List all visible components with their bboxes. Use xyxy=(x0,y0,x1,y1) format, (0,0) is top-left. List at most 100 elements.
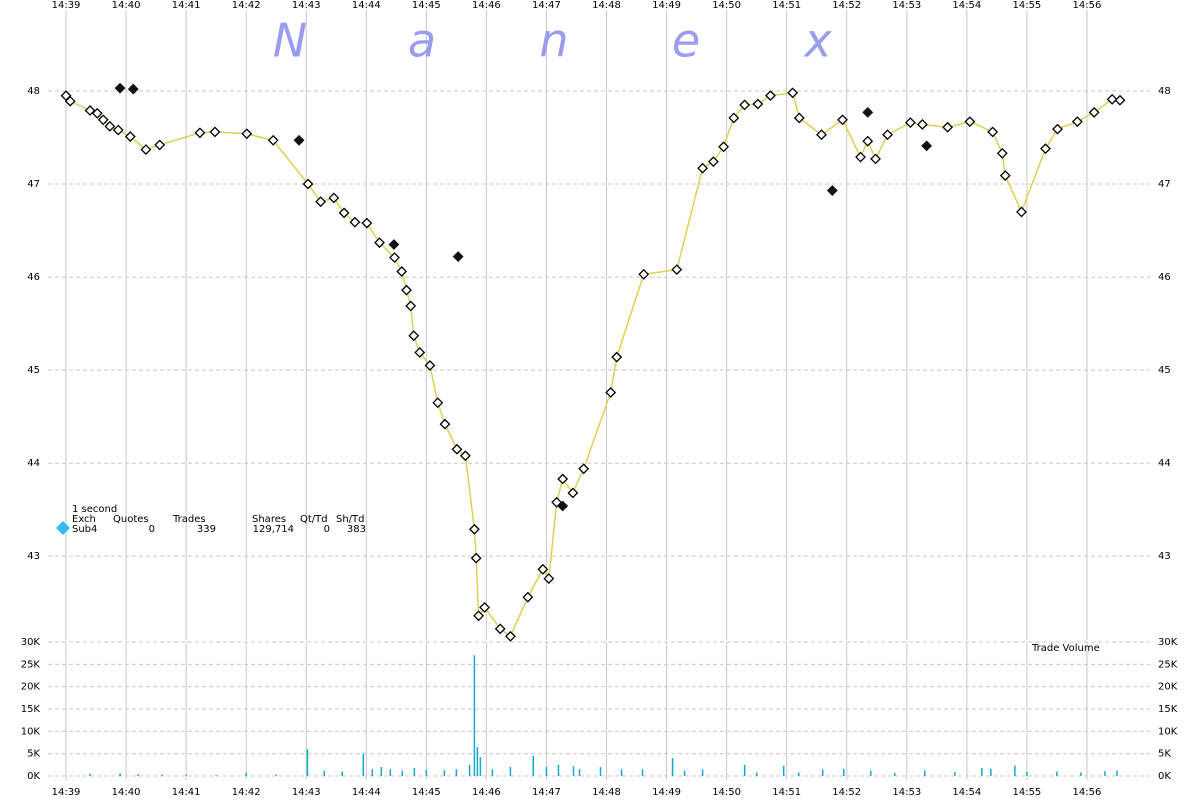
volume-bar xyxy=(275,774,277,776)
trade-marker xyxy=(1114,94,1126,106)
trade-marker xyxy=(611,351,623,363)
volume-bar xyxy=(371,769,374,776)
y-tick-label-right: 30K xyxy=(1158,637,1178,648)
trade-marker xyxy=(557,500,569,512)
volume-bar xyxy=(137,774,139,776)
x-tick-label: 14:54 xyxy=(952,787,981,798)
x-tick-label: 14:52 xyxy=(832,0,861,11)
volume-bar xyxy=(954,771,956,776)
volume-bar xyxy=(362,753,365,776)
volume-bar xyxy=(473,655,476,776)
volume-bar xyxy=(161,774,163,776)
trade-marker xyxy=(870,153,881,165)
volume-bar xyxy=(578,769,581,776)
volume-bar xyxy=(620,769,623,776)
trade-marker xyxy=(267,134,279,146)
trade-marker xyxy=(557,473,569,485)
trade-marker xyxy=(361,217,373,229)
volume-bar xyxy=(323,770,326,776)
x-tick-label: 14:53 xyxy=(892,0,921,11)
y-tick-label: 47 xyxy=(27,179,40,190)
info-value: 129,714 xyxy=(253,524,294,535)
volume-bar xyxy=(869,770,872,776)
y-tick-label-right: 44 xyxy=(1158,458,1171,469)
info-header: Trades xyxy=(172,514,206,525)
y-tick-label-right: 20K xyxy=(1158,682,1178,693)
x-tick-label: 14:50 xyxy=(712,0,741,11)
volume-bar xyxy=(476,746,479,776)
y-tick-label-right: 0K xyxy=(1158,771,1171,782)
x-tick-label: 14:55 xyxy=(1012,787,1041,798)
trade-marker xyxy=(567,487,579,499)
trade-marker xyxy=(522,591,534,603)
trade-marker xyxy=(837,114,848,126)
trade-marker xyxy=(349,216,361,228)
info-value: Sub4 xyxy=(72,524,97,535)
volume-bar xyxy=(1014,765,1016,776)
trade-marker xyxy=(787,87,799,99)
volume-bar xyxy=(341,771,344,776)
trade-marker xyxy=(388,239,400,250)
watermark-letter: N xyxy=(273,14,307,68)
volume-bar xyxy=(990,768,992,776)
x-tick-label: 14:46 xyxy=(472,0,501,11)
trade-marker xyxy=(964,116,976,128)
trade-marker xyxy=(697,162,709,174)
trade-marker xyxy=(1052,123,1063,135)
trade-marker xyxy=(999,170,1011,182)
info-value: 0 xyxy=(149,524,155,535)
volume-bar xyxy=(491,769,494,776)
volume-bar xyxy=(468,764,471,776)
trade-marker xyxy=(904,117,916,129)
x-tick-label: 14:48 xyxy=(592,0,621,11)
trade-marker xyxy=(1088,106,1100,118)
trade-marker xyxy=(987,126,999,138)
x-tick-label: 14:51 xyxy=(772,0,801,11)
trade-marker xyxy=(338,207,350,219)
volume-bar xyxy=(821,769,824,776)
trade-marker xyxy=(1040,143,1051,155)
trade-marker xyxy=(638,268,650,280)
trade-marker xyxy=(728,112,740,124)
trade-marker xyxy=(91,107,103,119)
trade-marker xyxy=(154,139,166,151)
x-tick-label: 14:40 xyxy=(112,787,141,798)
trade-marker xyxy=(328,192,340,204)
watermark-letter: a xyxy=(408,14,436,68)
volume-bar xyxy=(1104,771,1106,776)
info-header: Qt/Td xyxy=(300,514,328,525)
trade-marker xyxy=(140,144,152,156)
volume-bar xyxy=(743,764,746,776)
trade-marker xyxy=(451,443,463,455)
y-tick-label: 30K xyxy=(21,637,41,648)
trade-marker xyxy=(374,237,385,249)
trade-marker xyxy=(452,251,464,263)
chart-title: Trade Volume xyxy=(1031,643,1100,654)
info-marker xyxy=(56,521,70,535)
volume-bar xyxy=(509,767,512,776)
trade-marker xyxy=(537,563,549,575)
volume-bar xyxy=(380,767,383,776)
volume-bar xyxy=(557,764,560,776)
x-tick-label: 14:41 xyxy=(172,0,201,11)
info-value: 0 xyxy=(324,524,330,535)
trade-marker xyxy=(127,83,139,95)
trade-marker xyxy=(921,140,933,152)
volume-bar xyxy=(572,766,575,776)
trade-marker xyxy=(241,128,253,140)
x-tick-label: 14:42 xyxy=(232,787,261,798)
x-tick-label: 14:44 xyxy=(352,0,381,11)
trade-marker xyxy=(1016,206,1027,218)
x-tick-label: 14:47 xyxy=(532,787,561,798)
trade-marker xyxy=(671,264,683,276)
trade-marker xyxy=(401,284,412,296)
trade-marker xyxy=(505,630,516,642)
y-tick-label-right: 47 xyxy=(1158,179,1171,190)
volume-bar xyxy=(755,772,758,776)
trade-marker xyxy=(315,196,327,208)
volume-bar xyxy=(701,769,704,776)
trade-marker xyxy=(578,463,590,475)
volume-bar xyxy=(1026,771,1028,776)
